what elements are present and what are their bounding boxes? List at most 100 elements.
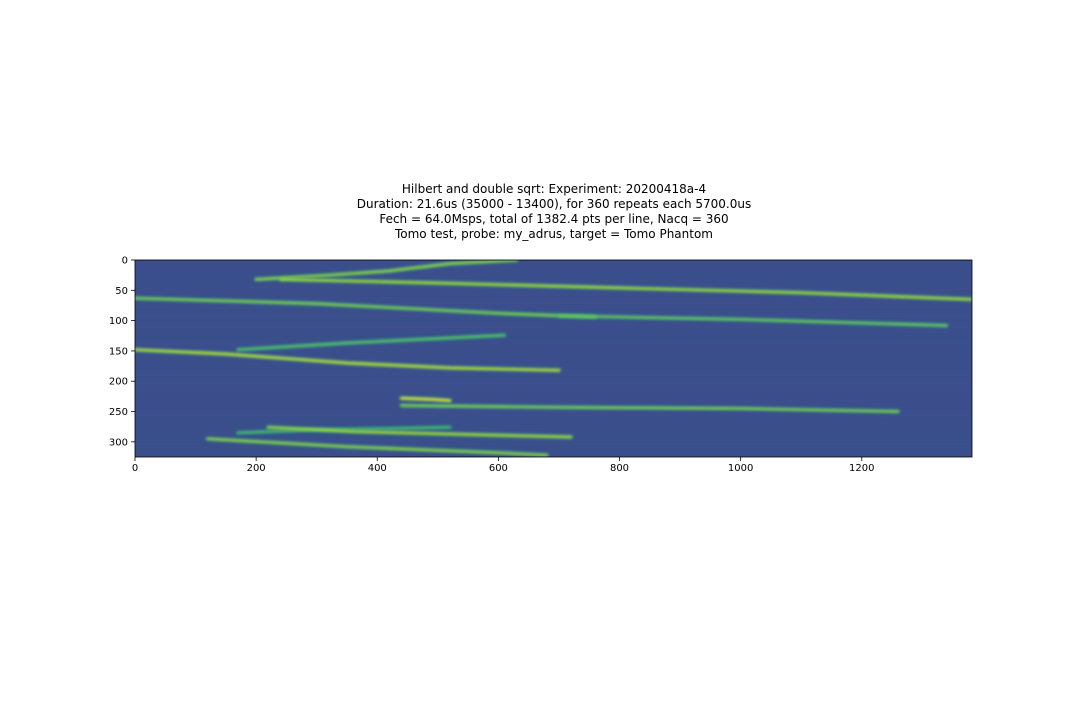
x-tick-label: 800 — [610, 463, 629, 474]
heatmap-row — [135, 310, 972, 311]
heatmap-row — [135, 340, 972, 341]
x-tick-label: 1200 — [849, 463, 874, 474]
x-tick-label: 600 — [489, 463, 508, 474]
heatmap-row — [135, 394, 972, 395]
heatmap-row — [135, 440, 972, 441]
heatmap-row — [135, 384, 972, 385]
heatmap-row — [135, 324, 972, 325]
heatmap-feature — [236, 334, 506, 351]
heatmap-row — [135, 282, 972, 283]
heatmap-row — [135, 388, 972, 389]
heatmap-row — [135, 298, 972, 299]
heatmap-row — [135, 320, 972, 321]
heatmap-row — [135, 296, 972, 297]
heatmap-row — [135, 424, 972, 425]
y-tick-label: 100 — [109, 316, 128, 327]
heatmap-feature — [400, 404, 900, 413]
heatmap-row — [135, 382, 972, 383]
y-tick-label: 250 — [109, 407, 128, 418]
heatmap-row — [135, 336, 972, 337]
heatmap-row — [135, 452, 972, 453]
title-line-2: Duration: 21.6us (35000 - 13400), for 36… — [356, 197, 752, 211]
heatmap-row — [135, 412, 972, 413]
heatmap-row — [135, 334, 972, 335]
y-tick-label: 200 — [109, 377, 128, 388]
heatmap-row — [135, 264, 972, 265]
heatmap-row — [135, 422, 972, 423]
chart-title: Hilbert and double sqrt: Experiment: 202… — [0, 182, 1080, 242]
heatmap-row — [135, 294, 972, 295]
heatmap-row — [135, 268, 972, 269]
heatmap-row — [135, 344, 972, 345]
heatmap-row — [135, 410, 972, 411]
heatmap-row — [135, 362, 972, 363]
heatmap-row — [135, 276, 972, 277]
x-tick-label: 0 — [132, 463, 138, 474]
heatmap-row — [135, 318, 972, 319]
heatmap-row — [135, 414, 972, 415]
y-tick-label: 50 — [115, 286, 128, 297]
heatmap-row — [135, 374, 972, 375]
heatmap-feature — [255, 260, 518, 281]
heatmap-row — [135, 380, 972, 381]
heatmap-row — [135, 404, 972, 405]
heatmap-row — [135, 358, 972, 359]
heatmap-row — [135, 270, 972, 271]
heatmap-row — [135, 456, 972, 457]
heatmap-row — [135, 278, 972, 279]
x-tick-label: 200 — [247, 463, 266, 474]
heatmap-row — [135, 398, 972, 399]
heatmap-row — [135, 416, 972, 417]
heatmap-row — [135, 262, 972, 263]
heatmap-row — [135, 402, 972, 403]
heatmap-row — [135, 364, 972, 365]
title-line-3: Fech = 64.0Msps, total of 1382.4 pts per… — [379, 212, 729, 226]
heatmap-feature — [400, 397, 451, 402]
y-tick-label: 150 — [109, 346, 128, 357]
heatmap-row — [135, 446, 972, 447]
heatmap-features — [135, 260, 972, 457]
heatmap-row — [135, 360, 972, 361]
heatmap-feature — [267, 426, 573, 439]
heatmap-row — [135, 444, 972, 445]
heatmap-row — [135, 274, 972, 275]
heatmap-row — [135, 390, 972, 391]
heatmap-row — [135, 430, 972, 431]
heatmap-row — [135, 378, 972, 379]
heatmap-row — [135, 302, 972, 303]
heatmap-row — [135, 338, 972, 339]
heatmap-row — [135, 432, 972, 433]
x-tick-label: 400 — [368, 463, 387, 474]
y-axis: 0 50 100 150 200 250 300 — [109, 256, 135, 448]
y-tick-label: 300 — [109, 437, 128, 448]
heatmap-row — [135, 376, 972, 377]
heatmap-feature — [557, 314, 948, 327]
heatmap-row — [135, 352, 972, 353]
heatmap-row — [135, 280, 972, 281]
heatmap-row — [135, 342, 972, 343]
heatmap-feature — [206, 437, 548, 457]
heatmap-row — [135, 312, 972, 313]
heatmap-row — [135, 420, 972, 421]
x-tick-label: 1000 — [728, 463, 753, 474]
heatmap-row — [135, 308, 972, 309]
heatmap-row — [135, 266, 972, 267]
heatmap-feature — [279, 278, 972, 301]
heatmap-row — [135, 428, 972, 429]
heatmap-row — [135, 386, 972, 387]
heatmap-row — [135, 330, 972, 331]
plot-frame — [134, 259, 973, 458]
heatmap-row — [135, 306, 972, 307]
heatmap-row — [135, 272, 972, 273]
heatmap-row — [135, 304, 972, 305]
heatmap-row — [135, 400, 972, 401]
heatmap-row — [135, 418, 972, 419]
heatmap-row — [135, 350, 972, 351]
heatmap-row — [135, 426, 972, 427]
heatmap-row — [135, 290, 972, 291]
heatmap-row — [135, 322, 972, 323]
title-line-4: Tomo test, probe: my_adrus, target = Tom… — [394, 227, 713, 241]
heatmap-row — [135, 392, 972, 393]
heatmap-row — [135, 454, 972, 455]
